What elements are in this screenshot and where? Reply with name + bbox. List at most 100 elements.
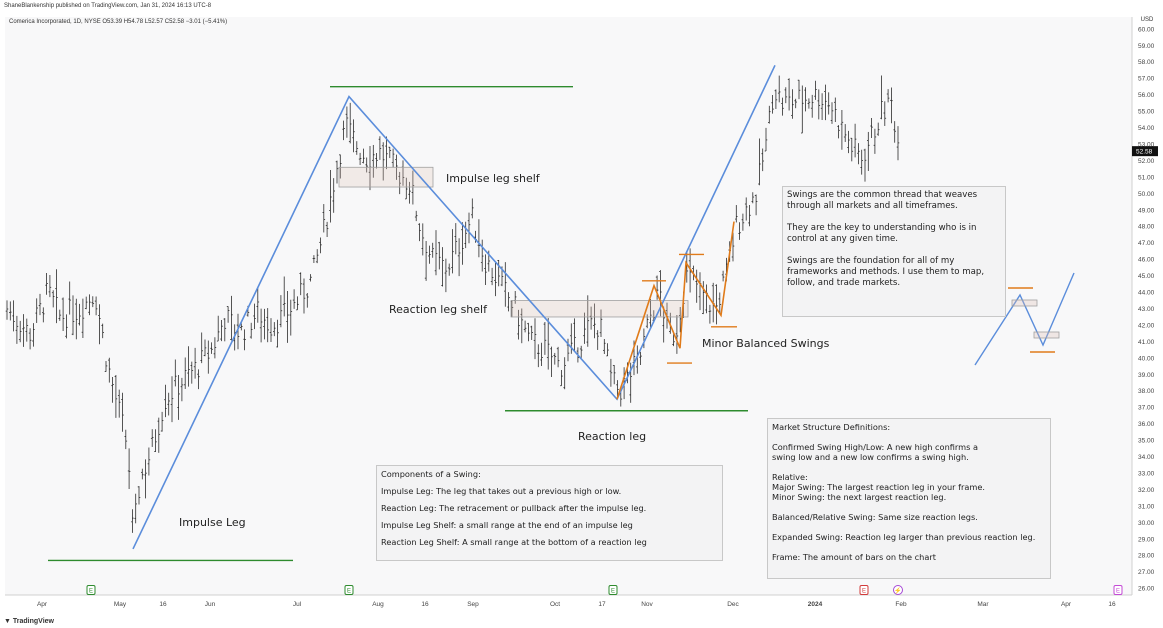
price-bar bbox=[414, 210, 418, 222]
y-tick-label: 31.00 bbox=[1138, 503, 1155, 510]
price-bar bbox=[299, 272, 302, 296]
price-badge-text: 52.58 bbox=[1136, 149, 1153, 156]
price-bar bbox=[530, 325, 533, 340]
price-bar bbox=[457, 238, 461, 277]
price-bar bbox=[335, 160, 339, 184]
definition-line: Major Swing: The largest reaction leg in… bbox=[772, 482, 986, 492]
tv-icon: ▼ bbox=[4, 618, 13, 625]
price-bar bbox=[791, 89, 794, 119]
price-bar bbox=[540, 342, 543, 366]
price-bar bbox=[744, 197, 748, 221]
price-bar bbox=[177, 375, 180, 420]
impulse-leg-label: Impulse Leg bbox=[179, 516, 246, 529]
price-bar bbox=[200, 332, 203, 364]
y-tick-label: 50.00 bbox=[1138, 191, 1155, 198]
y-tick-label: 54.00 bbox=[1138, 125, 1155, 132]
price-bar bbox=[698, 272, 702, 311]
reaction-leg-label: Reaction leg bbox=[578, 430, 646, 443]
x-tick-label: Jun bbox=[205, 601, 216, 608]
x-tick-label: Oct bbox=[550, 601, 560, 608]
price-bar bbox=[814, 80, 817, 100]
marker-label: ⚡ bbox=[894, 587, 901, 595]
price-bar bbox=[12, 300, 15, 332]
price-bar bbox=[157, 417, 161, 453]
price-bar bbox=[296, 296, 299, 311]
price-bar bbox=[150, 429, 154, 447]
price-bar bbox=[101, 323, 104, 339]
price-bar bbox=[850, 137, 854, 162]
marker-shape bbox=[893, 585, 903, 595]
price-bar bbox=[504, 262, 507, 307]
shelf-box bbox=[338, 166, 434, 188]
y-tick-label: 49.00 bbox=[1138, 207, 1155, 214]
x-tick-label: Mar bbox=[977, 601, 989, 608]
price-bar bbox=[174, 359, 177, 387]
price-bar bbox=[147, 447, 151, 476]
earnings-marker: E bbox=[859, 585, 869, 595]
price-bar bbox=[771, 95, 774, 114]
price-bar bbox=[517, 309, 520, 340]
earnings-marker: E bbox=[608, 585, 618, 595]
price-bar bbox=[365, 157, 368, 173]
marker-shape bbox=[608, 585, 618, 595]
price-bar bbox=[405, 177, 408, 200]
schematic-shelf-high bbox=[1011, 299, 1038, 307]
price-bar bbox=[210, 342, 213, 354]
price-bar bbox=[362, 148, 365, 164]
price-bar bbox=[141, 468, 144, 480]
price-bar bbox=[556, 346, 560, 368]
price-bar bbox=[15, 315, 19, 344]
price-bar bbox=[411, 170, 415, 205]
currency-label[interactable]: USD bbox=[1140, 17, 1154, 23]
price-bar bbox=[893, 121, 896, 143]
marker-label: E bbox=[611, 589, 615, 595]
price-bar bbox=[108, 357, 111, 383]
y-tick-label: 27.00 bbox=[1138, 569, 1155, 576]
earnings-marker: E bbox=[1113, 585, 1123, 595]
shelf-box bbox=[510, 300, 689, 318]
price-bar bbox=[873, 128, 877, 154]
price-bar bbox=[774, 89, 778, 110]
price-bar bbox=[203, 339, 207, 357]
price-bar bbox=[253, 303, 256, 330]
price-bar bbox=[857, 143, 860, 165]
x-tick-label: 2024 bbox=[808, 601, 823, 608]
price-bar bbox=[61, 297, 65, 331]
marker-label: E bbox=[862, 589, 866, 595]
price-bar bbox=[688, 248, 692, 293]
x-tick-label: Nov bbox=[641, 601, 653, 608]
price-bar bbox=[639, 351, 642, 365]
price-bar bbox=[731, 232, 735, 262]
price-bar bbox=[78, 303, 81, 326]
price-bar bbox=[718, 292, 722, 314]
price-bar bbox=[385, 136, 388, 170]
price-bar bbox=[543, 321, 547, 355]
price-bar bbox=[75, 298, 78, 340]
definition-line: Relative: bbox=[772, 472, 808, 482]
earnings-marker: E bbox=[86, 585, 96, 595]
price-bar bbox=[263, 308, 266, 340]
x-tick-label: 16 bbox=[1108, 601, 1116, 608]
price-bar bbox=[342, 120, 345, 141]
price-bar bbox=[160, 411, 164, 432]
price-bar bbox=[490, 267, 494, 286]
price-bar bbox=[758, 138, 761, 186]
ohlc-bars bbox=[5, 75, 900, 533]
price-bar bbox=[312, 255, 316, 264]
price-bar bbox=[863, 148, 867, 182]
y-tick-label: 26.00 bbox=[1138, 586, 1155, 593]
definition-line: swing low and a new low confirms a swing… bbox=[772, 452, 969, 462]
price-bar bbox=[464, 221, 467, 249]
price-bar bbox=[48, 274, 52, 298]
price-bar bbox=[824, 84, 827, 121]
y-tick-label: 40.00 bbox=[1138, 355, 1155, 362]
price-bar bbox=[655, 275, 659, 300]
price-bar bbox=[784, 87, 788, 104]
price-bar bbox=[583, 312, 586, 344]
y-tick-label: 30.00 bbox=[1138, 520, 1155, 527]
price-bar bbox=[649, 299, 652, 328]
price-bar bbox=[71, 295, 75, 336]
y-tick-label: 53.00 bbox=[1138, 141, 1155, 148]
price-bar bbox=[25, 318, 29, 342]
